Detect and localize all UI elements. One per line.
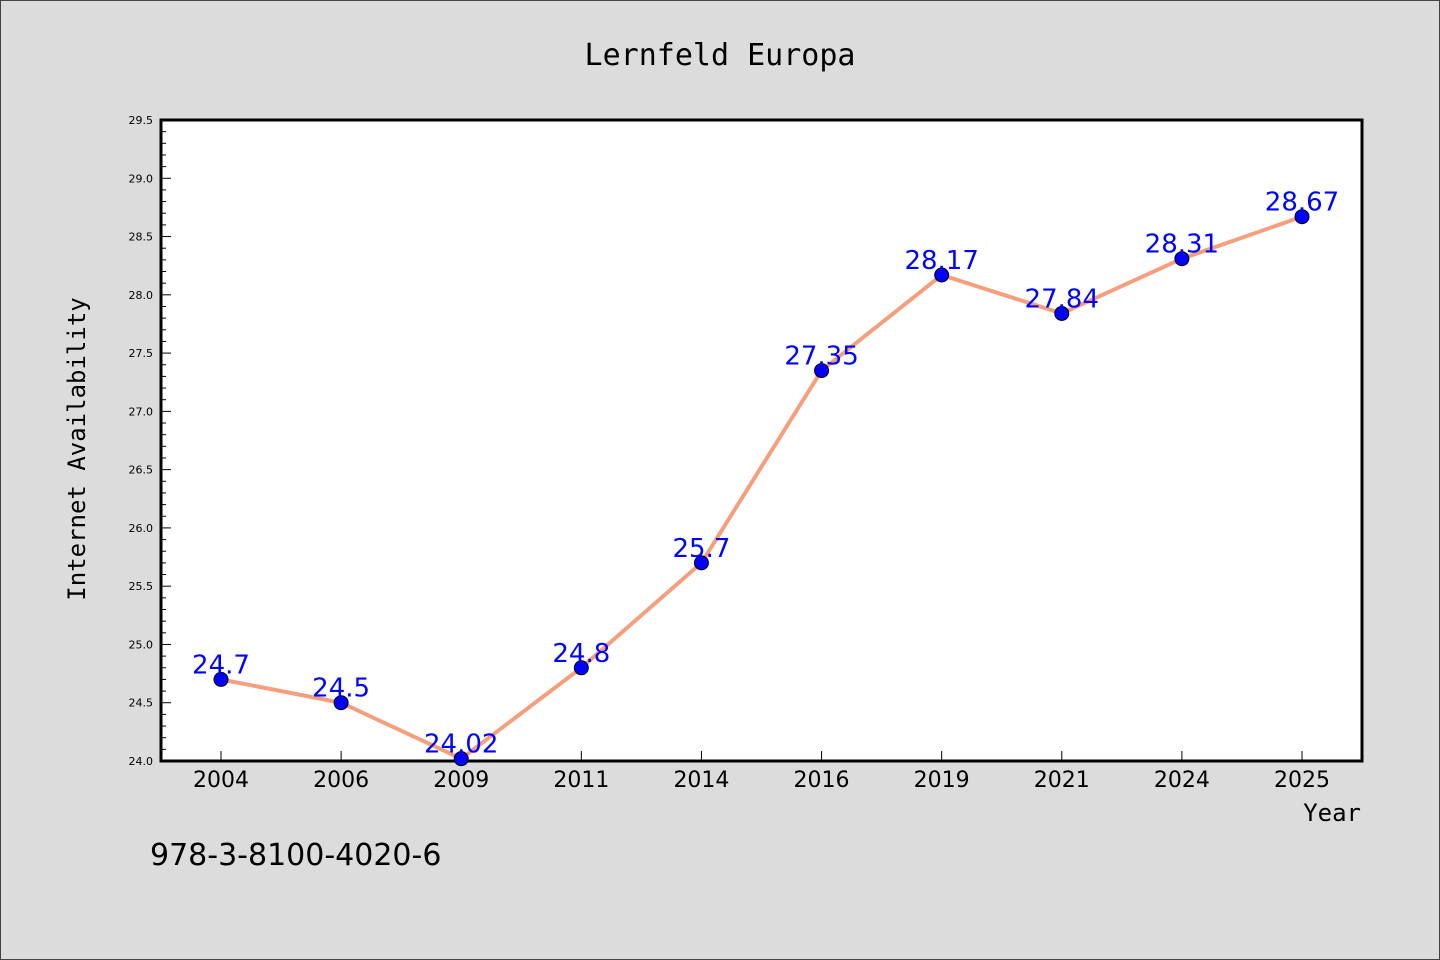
data-point — [1054, 305, 1070, 321]
chart-title: Lernfeld Europa — [585, 38, 856, 73]
y-tick-label: 29.5 — [129, 114, 154, 127]
x-tick-label: 2016 — [794, 768, 850, 793]
y-tick-label: 27.0 — [129, 405, 154, 418]
data-point — [814, 363, 830, 379]
x-tick-label: 2006 — [313, 768, 369, 793]
y-tick-label: 26.5 — [129, 464, 154, 477]
data-point — [1174, 251, 1190, 267]
data-label: 28.17 — [904, 246, 978, 276]
x-tick-label: 2011 — [553, 768, 609, 793]
data-label: 24.8 — [552, 639, 610, 669]
x-tick-label: 2004 — [193, 768, 249, 793]
series-layer: 24.7 24.5 24.02 24.8 25.7 27.35 28.17 27.84 28.3… — [192, 188, 1339, 767]
y-tick-label: 25.5 — [129, 580, 154, 593]
x-tick-label: 2019 — [914, 768, 970, 793]
x-tick-label: 2014 — [673, 768, 729, 793]
data-label: 24.5 — [312, 674, 370, 704]
data-point — [453, 751, 469, 767]
y-tick-label: 29.0 — [129, 172, 154, 185]
y-tick-label: 28.5 — [129, 231, 154, 244]
y-tick-label: 24.5 — [129, 697, 154, 710]
x-tick-label: 2024 — [1154, 768, 1210, 793]
data-point — [1294, 209, 1310, 225]
y-tick-label: 25.0 — [129, 638, 154, 651]
x-tick-label: 2009 — [433, 768, 489, 793]
y-tick-label: 24.0 — [129, 755, 154, 768]
plot-area — [159, 118, 1364, 763]
data-point — [573, 660, 589, 676]
y-axis: 24.0 24.5 25.0 25.5 26.0 26.5 27.0 27.5 28.0 28.5… — [129, 114, 171, 768]
data-point — [693, 555, 709, 571]
data-label: 28.67 — [1265, 188, 1339, 218]
y-tick-label: 26.0 — [129, 522, 154, 535]
data-point — [213, 671, 229, 687]
x-axis-label: Year — [1303, 799, 1361, 827]
y-axis-label: Internet Availability — [63, 297, 91, 600]
data-label: 27.35 — [784, 342, 858, 372]
data-point — [934, 267, 950, 283]
data-label: 28.31 — [1145, 230, 1219, 260]
data-label: 25.7 — [672, 534, 730, 564]
isbn-text: 978-3-8100-4020-6 — [150, 838, 441, 873]
data-label: 24.02 — [424, 730, 498, 760]
x-axis: 2004 2006 2009 2011 2014 2016 2019 2021 2024 2025 — [193, 751, 1330, 793]
x-tick-label: 2021 — [1034, 768, 1090, 793]
series-line — [220, 214, 1303, 761]
data-label: 24.7 — [192, 650, 250, 680]
y-tick-label: 27.5 — [129, 347, 154, 360]
data-point — [333, 695, 349, 711]
y-tick-label: 28.0 — [129, 289, 154, 302]
x-tick-label: 2025 — [1274, 768, 1330, 793]
data-label: 27.84 — [1025, 284, 1099, 314]
